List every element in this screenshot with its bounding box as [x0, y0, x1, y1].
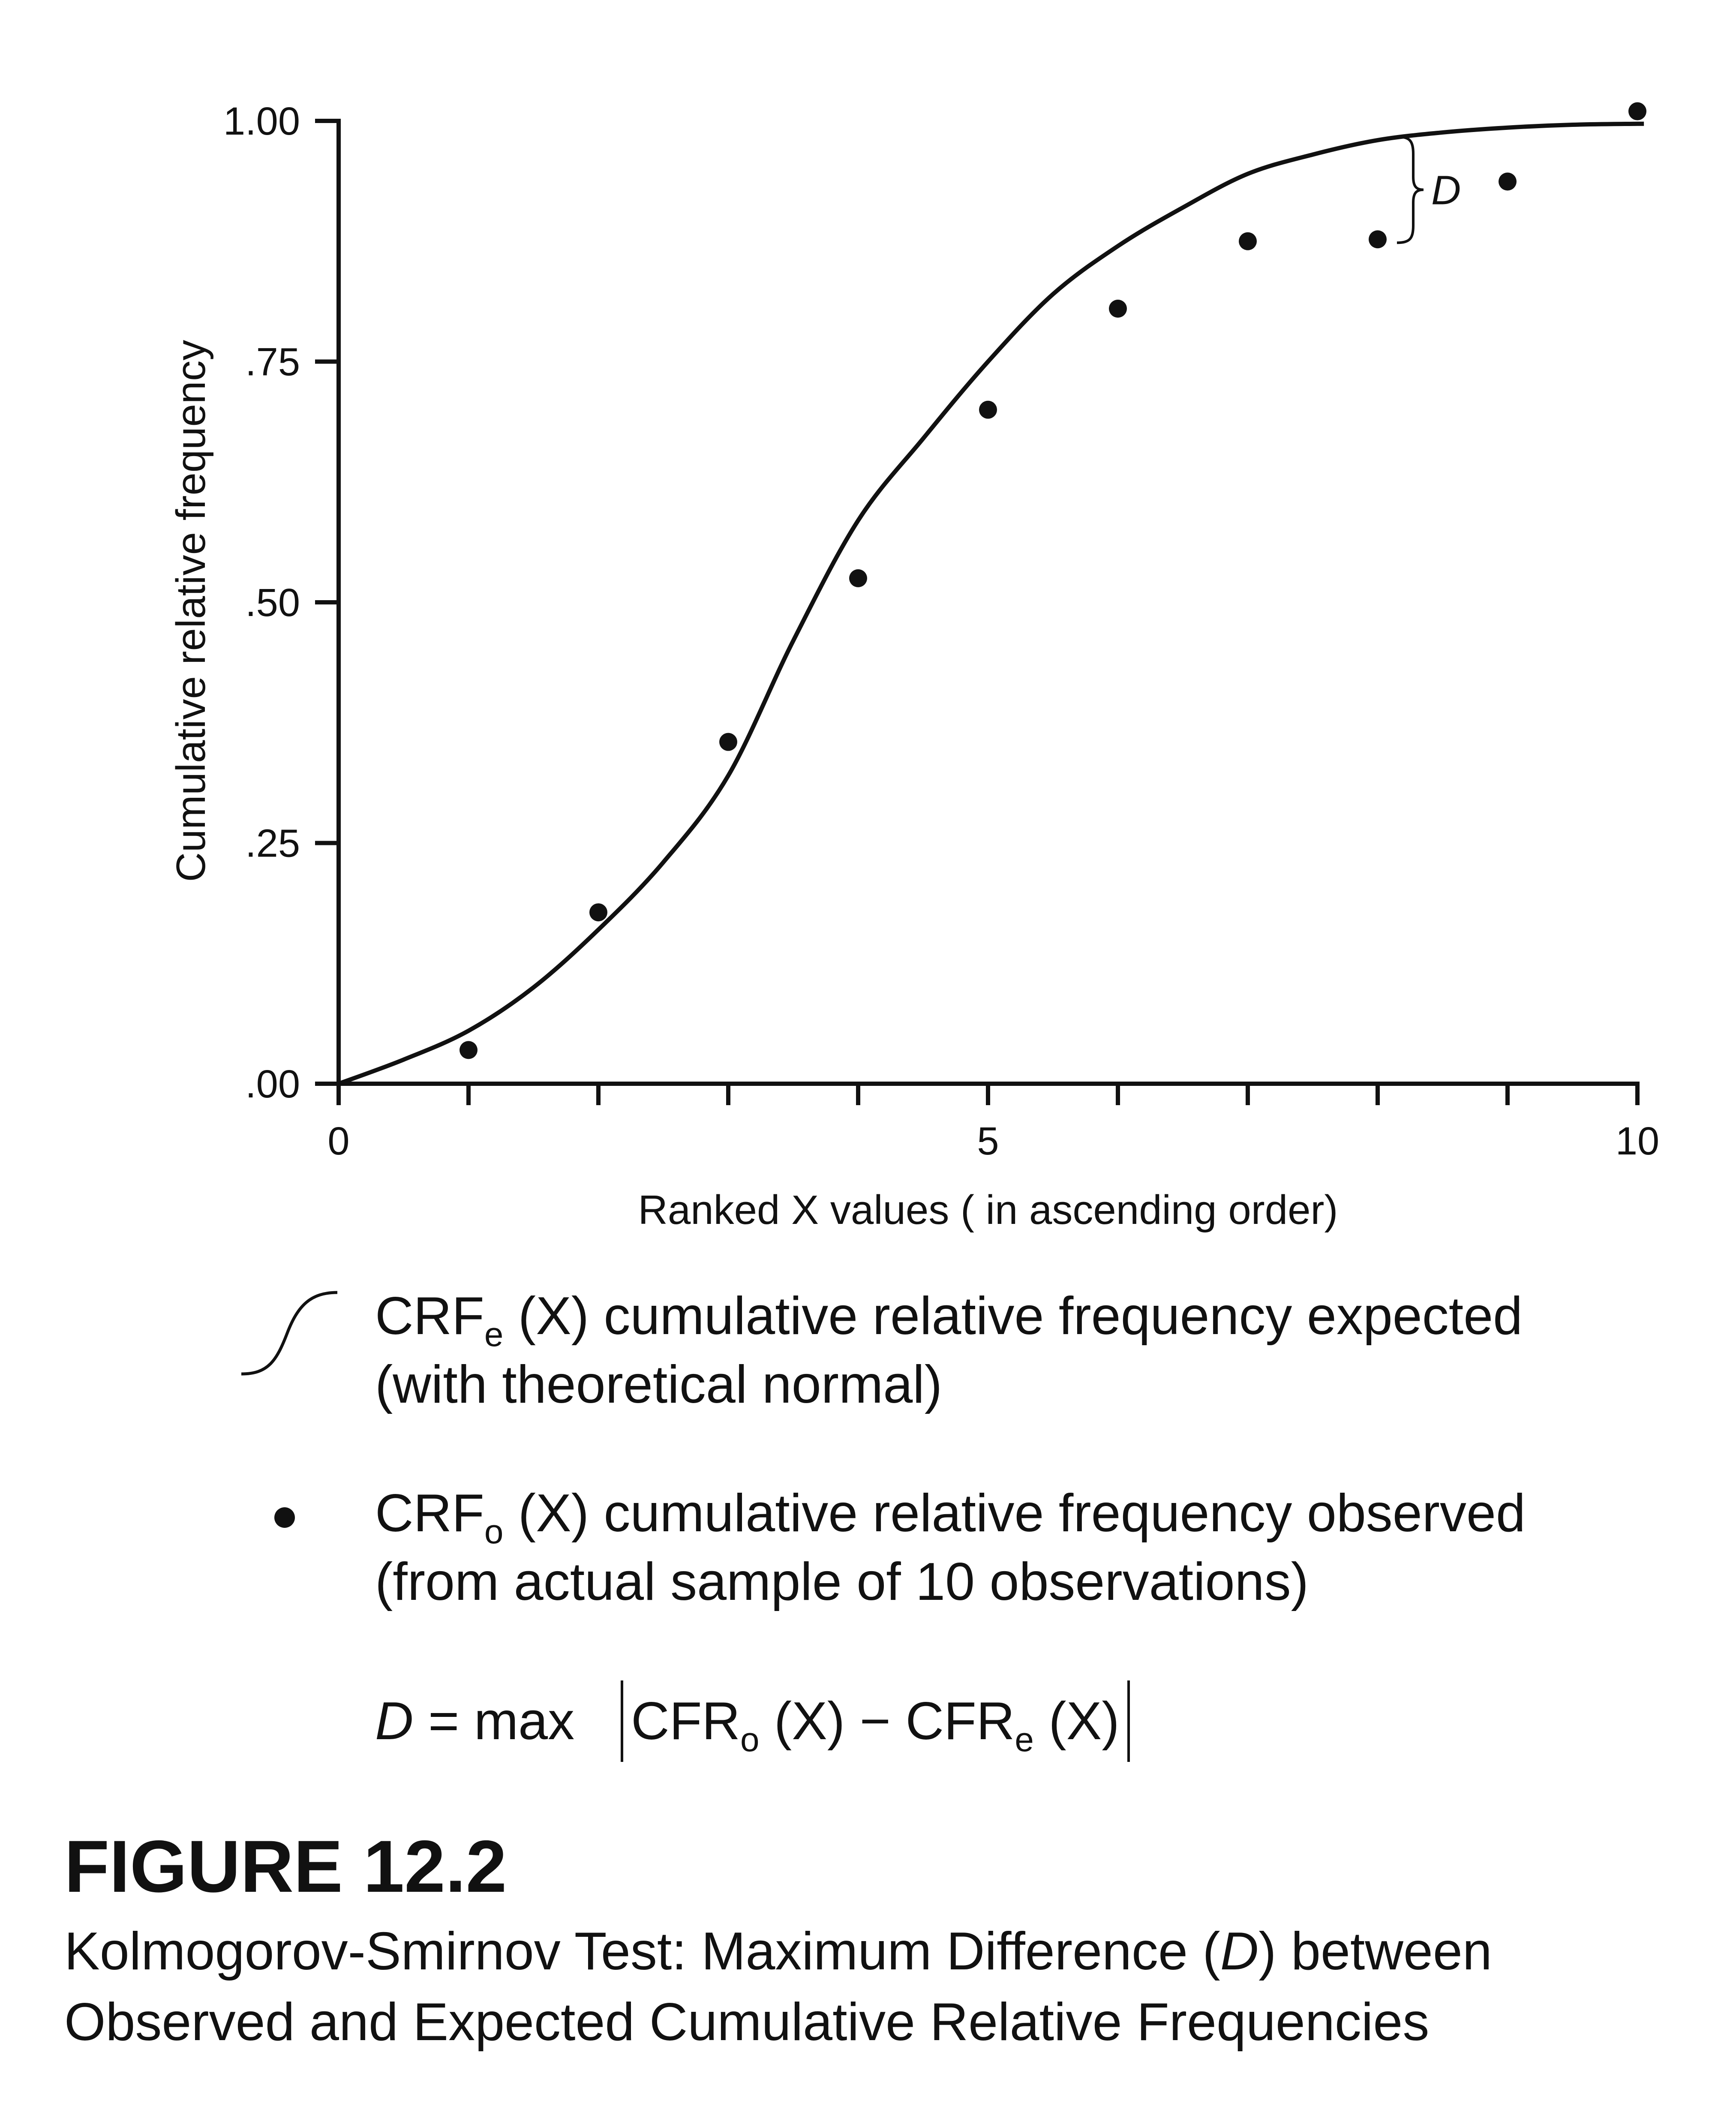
y-tick-label: .00 — [245, 1062, 300, 1106]
x-tick-label: 10 — [1616, 1119, 1659, 1163]
legend-expected-line2: (with theoretical normal) — [375, 1355, 943, 1414]
figure-caption: Kolmogorov-Smirnov Test: Maximum Differe… — [64, 1916, 1693, 2058]
caption-line2: Observed and Expected Cumulative Relativ… — [64, 1993, 1430, 2052]
observed-point — [1239, 232, 1257, 250]
observed-point — [1369, 230, 1387, 249]
y-tick-label: 1.00 — [223, 99, 300, 143]
caption-line1: Kolmogorov-Smirnov Test: Maximum Differe… — [64, 1922, 1492, 1981]
d-annotation: D — [1397, 135, 1461, 244]
d-label: D — [1431, 168, 1461, 213]
axes — [336, 119, 1640, 1086]
x-tick-label: 0 — [327, 1119, 349, 1163]
x-tick-label: 5 — [977, 1119, 999, 1163]
observed-points — [460, 102, 1646, 1059]
observed-point — [589, 903, 607, 922]
legend-observed-line2: (from actual sample of 10 observations) — [375, 1552, 1309, 1611]
expected-curve — [338, 121, 1644, 1086]
formula-term: CFRo (X) − CFRe (X) — [631, 1692, 1120, 1758]
y-tick-label: .50 — [245, 581, 300, 625]
abs-bar-right — [1127, 1680, 1130, 1762]
ks-chart: 0 5 10 .00 .25 .50 .75 1.00 D Ranked X values (… — [168, 99, 1659, 1233]
observed-point — [1109, 299, 1127, 318]
y-tick-label: .75 — [245, 340, 300, 384]
formula-d: D — [375, 1692, 414, 1751]
ticks: 0 5 10 .00 .25 .50 .75 1.00 — [223, 99, 1659, 1163]
dot-legend-icon — [274, 1507, 295, 1528]
curve-legend-icon — [241, 1291, 338, 1376]
legend-expected-line1: CRFe (X) cumulative relative frequency e… — [375, 1286, 1523, 1353]
figure-label: FIGURE 12.2 — [64, 1825, 507, 1908]
observed-point — [719, 733, 737, 751]
observed-point — [979, 400, 997, 419]
legend-observed-line1: CRFo (X) cumulative relative frequency o… — [375, 1484, 1526, 1551]
d-formula: D = max CFRo (X) − CFRe (X) — [375, 1680, 1138, 1762]
observed-point — [1499, 172, 1517, 191]
d-brace — [1397, 135, 1424, 244]
observed-point — [849, 569, 867, 587]
y-axis-label: Cumulative relative frequency — [168, 340, 214, 882]
observed-point — [460, 1041, 478, 1059]
x-axis-label: Ranked X values ( in ascending order) — [638, 1187, 1338, 1233]
observed-point — [1628, 102, 1646, 120]
y-tick-label: .25 — [245, 822, 300, 866]
abs-bar-left — [621, 1680, 624, 1762]
formula-eq: = max — [413, 1692, 575, 1751]
